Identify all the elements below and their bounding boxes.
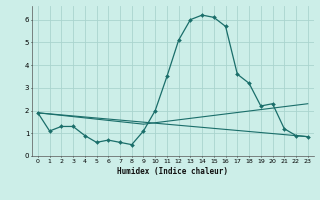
- X-axis label: Humidex (Indice chaleur): Humidex (Indice chaleur): [117, 167, 228, 176]
